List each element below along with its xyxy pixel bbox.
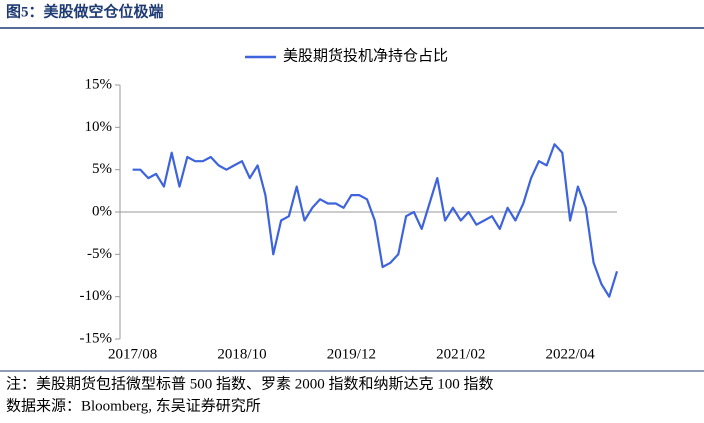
x-tick-label: 2017/08 bbox=[108, 346, 157, 362]
x-tick-label: 2019/12 bbox=[327, 346, 376, 362]
y-tick-label: 10% bbox=[85, 119, 113, 135]
x-tick-label: 2021/02 bbox=[436, 346, 485, 362]
y-tick-label: -5% bbox=[87, 246, 112, 262]
y-tick-label: -10% bbox=[80, 288, 113, 304]
chart-title: 图5：美股做空仓位极端 bbox=[6, 2, 164, 20]
y-tick-label: -15% bbox=[80, 330, 113, 346]
note: 注：美股期货包括微型标普 500 指数、罗素 2000 指数和纳斯达克 100 … bbox=[6, 375, 494, 392]
x-tick-label: 2022/04 bbox=[546, 346, 596, 362]
y-tick-label: 5% bbox=[92, 161, 112, 177]
legend-label: 美股期货投机净持仓占比 bbox=[283, 47, 448, 64]
x-tick-label: 2018/10 bbox=[217, 346, 266, 362]
y-tick-label: 0% bbox=[92, 203, 112, 219]
source: 数据来源：Bloomberg, 东吴证券研究所 bbox=[6, 397, 261, 414]
y-tick-label: 15% bbox=[85, 76, 113, 92]
series-line bbox=[132, 143, 619, 298]
